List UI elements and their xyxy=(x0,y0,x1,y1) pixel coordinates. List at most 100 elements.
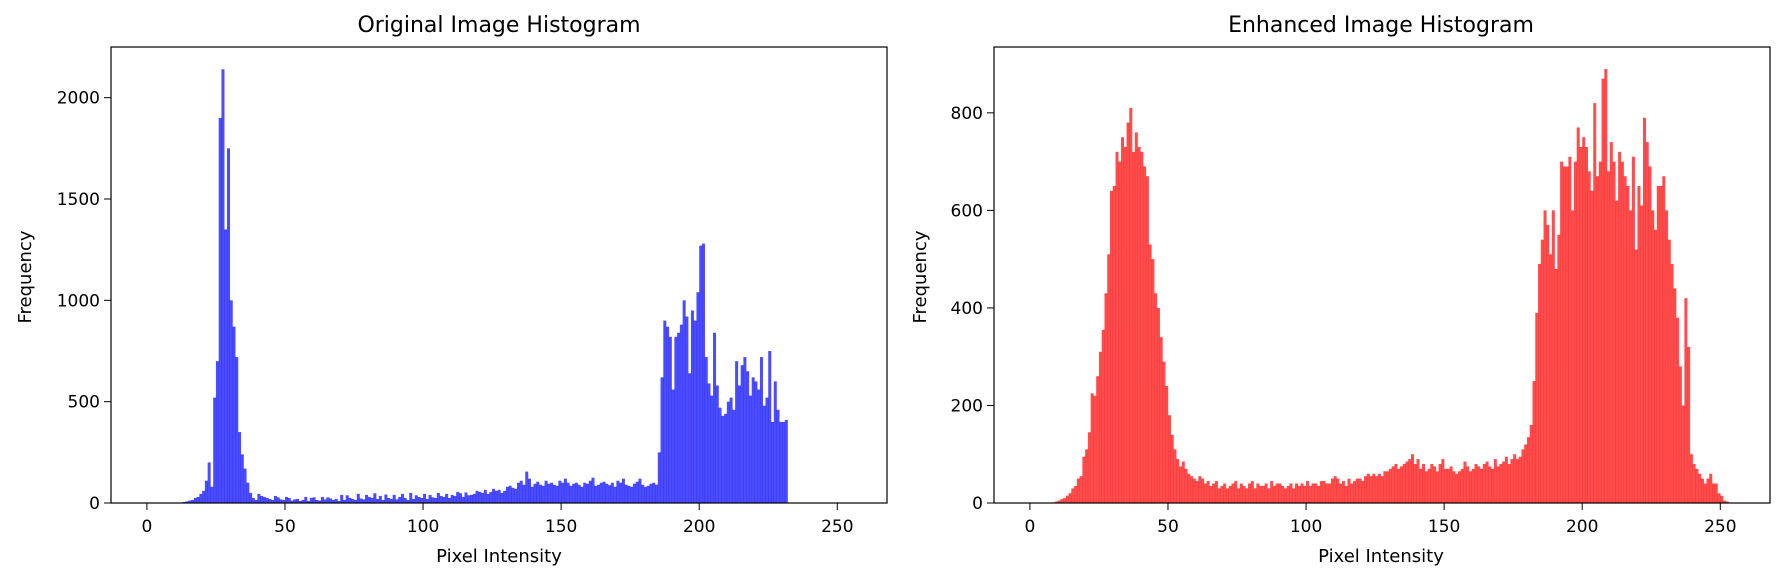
bar xyxy=(726,401,730,503)
bar xyxy=(483,489,487,503)
plot-frame xyxy=(993,46,1771,504)
bar xyxy=(1272,485,1276,503)
bar xyxy=(1455,473,1459,503)
bar xyxy=(1292,488,1296,503)
bar xyxy=(331,499,335,503)
bar xyxy=(500,492,504,503)
bar xyxy=(768,351,772,503)
bar xyxy=(1248,483,1252,503)
bar xyxy=(533,483,537,503)
bar xyxy=(1256,483,1260,503)
bar xyxy=(1162,361,1166,503)
bar xyxy=(1068,493,1072,503)
bar xyxy=(748,395,752,503)
bar xyxy=(1090,393,1094,503)
bar xyxy=(1300,483,1304,503)
bar xyxy=(243,468,247,503)
bar xyxy=(298,500,302,503)
bar xyxy=(1209,485,1213,503)
bar xyxy=(1413,463,1417,503)
x-axis-ticks: 0 50 100 150 200 250 xyxy=(1024,503,1737,537)
bar xyxy=(1383,471,1387,503)
bar xyxy=(707,383,711,503)
bar xyxy=(359,498,363,503)
bar xyxy=(630,486,634,503)
bar xyxy=(1399,466,1403,503)
bar xyxy=(528,478,532,503)
bar xyxy=(1344,485,1348,503)
bar xyxy=(1576,127,1580,503)
bar xyxy=(1549,254,1553,503)
bar xyxy=(613,486,617,503)
bar xyxy=(1250,481,1254,503)
bar xyxy=(1115,151,1119,504)
bar xyxy=(1604,68,1608,503)
bar xyxy=(597,484,601,503)
bar xyxy=(1270,481,1274,503)
bar xyxy=(406,499,410,503)
bar xyxy=(381,499,385,503)
bar xyxy=(1515,459,1519,503)
bar xyxy=(591,477,595,503)
bar xyxy=(1723,500,1727,503)
bar xyxy=(1444,468,1448,503)
bar xyxy=(737,385,741,503)
bar xyxy=(1369,476,1373,503)
bar xyxy=(1181,461,1185,503)
bar xyxy=(682,300,686,503)
bar xyxy=(1170,434,1174,503)
bar xyxy=(514,488,518,503)
bar xyxy=(701,243,705,503)
bar xyxy=(757,389,761,503)
bar xyxy=(262,496,266,503)
bar xyxy=(1366,473,1370,503)
bar xyxy=(583,482,587,503)
bar xyxy=(1087,432,1091,503)
y-tick-label: 0 xyxy=(89,494,100,514)
bar xyxy=(1626,185,1630,504)
enhanced-histogram-panel: Enhanced Image Histogram 0 50 100 150 200 250… xyxy=(910,13,1771,567)
bar xyxy=(356,493,360,503)
x-tick-label: 0 xyxy=(141,517,152,537)
bar xyxy=(1703,483,1707,503)
bar xyxy=(1700,478,1704,503)
bar xyxy=(326,497,330,503)
bar xyxy=(619,482,623,503)
y-tick-label: 1500 xyxy=(57,190,100,210)
bar xyxy=(1109,190,1113,503)
bar xyxy=(348,497,352,503)
bar xyxy=(417,496,421,503)
bar xyxy=(1441,459,1445,503)
bar xyxy=(1054,501,1058,503)
bar xyxy=(1651,210,1655,503)
bar xyxy=(1452,471,1456,503)
bar xyxy=(464,492,468,503)
bar xyxy=(221,69,225,503)
bar xyxy=(685,316,689,503)
bar xyxy=(1488,466,1492,503)
bar xyxy=(1314,483,1318,503)
bar xyxy=(519,480,523,503)
bar xyxy=(1402,463,1406,503)
bar xyxy=(771,421,775,503)
bar xyxy=(1333,476,1337,503)
bar xyxy=(1203,483,1207,503)
bar xyxy=(1430,463,1434,503)
bar xyxy=(1538,264,1542,503)
bar xyxy=(608,485,612,503)
bar xyxy=(1132,151,1136,504)
bar xyxy=(1259,485,1263,503)
bar xyxy=(1482,463,1486,503)
y-tick-label: 1000 xyxy=(57,291,100,311)
y-axis-ticks: 0 200 400 600 800 xyxy=(951,104,994,514)
bar xyxy=(602,481,606,503)
bar xyxy=(1593,103,1597,503)
bar xyxy=(320,496,324,503)
bar xyxy=(1261,485,1265,503)
bar xyxy=(365,494,369,503)
bar xyxy=(376,498,380,503)
bar xyxy=(505,486,509,503)
bar xyxy=(392,494,396,503)
bar xyxy=(340,494,344,503)
bar xyxy=(284,496,288,503)
